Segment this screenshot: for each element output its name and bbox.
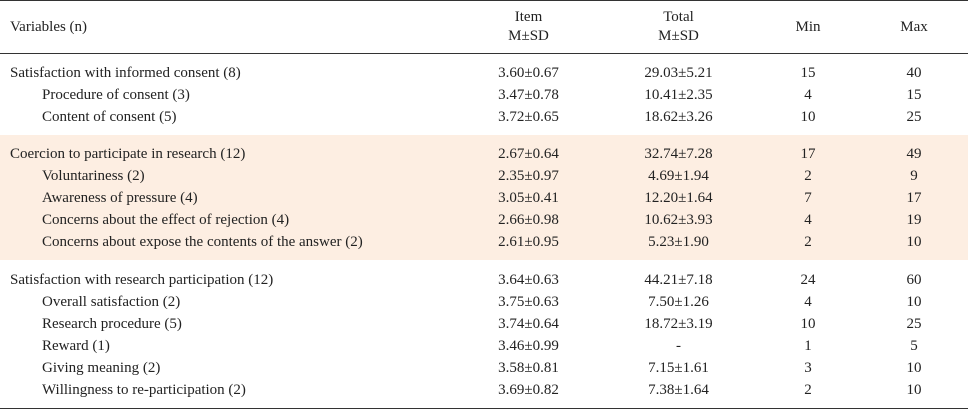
row-min: 17: [756, 135, 860, 165]
row-label: Coercion to participate in research (12): [0, 135, 456, 165]
row-max: 5: [910, 338, 918, 354]
header-min: Min: [756, 0, 860, 54]
row-item: 2.67±0.64: [456, 135, 601, 165]
row-max: 49: [860, 135, 968, 165]
row-total: 4.69±1.94: [601, 165, 756, 187]
table-row: Concerns about expose the contents of th…: [0, 231, 968, 261]
table-row: Giving meaning (2) 3.58±0.81 7.15±1.61 3…: [0, 357, 968, 379]
table-row: Willingness to re-participation (2) 3.69…: [0, 379, 968, 409]
header-total: Total M±SD: [601, 0, 756, 54]
row-total: 5.23±1.90: [601, 231, 756, 261]
header-item: Item M±SD: [456, 0, 601, 54]
row-min: 10: [800, 109, 816, 125]
row-item: 2.35±0.97: [456, 165, 601, 187]
table-row: Research procedure (5) 3.74±0.64 18.72±3…: [0, 313, 968, 335]
row-label: Willingness to re-participation (2): [0, 379, 456, 409]
row-max: 25: [906, 109, 922, 125]
row-total: 7.50±1.26: [648, 294, 709, 310]
row-item: 3.69±0.82: [456, 379, 601, 409]
row-max: 40: [906, 65, 922, 81]
row-min: 15: [800, 65, 816, 81]
row-min: 4: [804, 294, 812, 310]
table-header: Variables (n) Item M±SD Total M±SD Min M…: [0, 0, 968, 54]
row-min: 4: [804, 87, 812, 103]
row-min: 2: [756, 231, 860, 261]
header-total-stat: M±SD: [658, 28, 699, 44]
table-row: Concerns about the effect of rejection (…: [0, 209, 968, 231]
row-total: 12.20±1.64: [601, 187, 756, 209]
row-min: 4: [756, 209, 860, 231]
row-label: Satisfaction with informed consent (8): [10, 65, 241, 81]
table-row: Procedure of consent (3) 3.47±0.78 10.41…: [0, 84, 968, 106]
row-total: 7.38±1.64: [601, 379, 756, 409]
header-item-label: Item: [514, 9, 543, 25]
row-total: 7.15±1.61: [648, 360, 709, 376]
row-min: 2: [756, 379, 860, 409]
table-row: Content of consent (5) 3.72±0.65 18.62±3…: [0, 106, 968, 135]
header-variables: Variables (n): [0, 0, 456, 54]
row-min: 2: [756, 165, 860, 187]
row-max: 15: [906, 87, 922, 103]
row-min: 24: [756, 260, 860, 291]
row-label: Content of consent (5): [42, 109, 177, 125]
table-row: Coercion to participate in research (12)…: [0, 135, 968, 165]
row-total: 29.03±5.21: [644, 65, 713, 81]
row-label: Concerns about the effect of rejection (…: [0, 209, 456, 231]
row-max: 10: [860, 231, 968, 261]
row-label: Research procedure (5): [42, 316, 182, 332]
row-label: Procedure of consent (3): [42, 87, 190, 103]
row-max: 17: [860, 187, 968, 209]
row-max: 19: [860, 209, 968, 231]
row-min: 3: [804, 360, 812, 376]
row-min: 10: [800, 316, 816, 332]
row-label: Reward (1): [42, 338, 110, 354]
row-item: 3.74±0.64: [498, 316, 559, 332]
header-item-stat: M±SD: [508, 28, 549, 44]
row-label: Giving meaning (2): [42, 360, 161, 376]
group-research-participation: Satisfaction with research participation…: [0, 260, 968, 409]
table-row: Satisfaction with informed consent (8) 3…: [0, 54, 968, 85]
row-total: -: [676, 338, 681, 354]
row-min: 1: [804, 338, 812, 354]
row-max: 10: [906, 294, 922, 310]
group-coercion: Coercion to participate in research (12)…: [0, 135, 968, 261]
table-row: Overall satisfaction (2) 3.75±0.63 7.50±…: [0, 291, 968, 313]
row-min: 7: [756, 187, 860, 209]
row-max: 9: [860, 165, 968, 187]
row-max: 10: [860, 379, 968, 409]
row-max: 25: [906, 316, 922, 332]
row-total: 10.41±2.35: [644, 87, 713, 103]
row-item: 3.47±0.78: [498, 87, 559, 103]
row-label: Concerns about expose the contents of th…: [0, 231, 456, 261]
row-item: 3.72±0.65: [498, 109, 559, 125]
group-informed-consent: Satisfaction with informed consent (8) 3…: [0, 54, 968, 136]
row-total: 44.21±7.18: [601, 260, 756, 291]
row-item: 2.61±0.95: [456, 231, 601, 261]
header-total-label: Total: [663, 9, 694, 25]
row-item: 3.05±0.41: [456, 187, 601, 209]
row-total: 10.62±3.93: [601, 209, 756, 231]
row-item: 3.46±0.99: [498, 338, 559, 354]
row-item: 3.64±0.63: [456, 260, 601, 291]
row-max: 10: [906, 360, 922, 376]
row-item: 3.60±0.67: [498, 65, 559, 81]
row-label: Overall satisfaction (2): [42, 294, 181, 310]
row-label: Satisfaction with research participation…: [0, 260, 456, 291]
row-label: Awareness of pressure (4): [0, 187, 456, 209]
row-item: 3.58±0.81: [498, 360, 559, 376]
row-label: Voluntariness (2): [0, 165, 456, 187]
header-max: Max: [860, 0, 968, 54]
table-row: Satisfaction with research participation…: [0, 260, 968, 291]
row-item: 2.66±0.98: [456, 209, 601, 231]
row-item: 3.75±0.63: [498, 294, 559, 310]
row-max: 60: [860, 260, 968, 291]
table-row: Voluntariness (2) 2.35±0.97 4.69±1.94 2 …: [0, 165, 968, 187]
row-total: 18.72±3.19: [644, 316, 713, 332]
row-total: 32.74±7.28: [601, 135, 756, 165]
row-total: 18.62±3.26: [644, 109, 713, 125]
table-row: Awareness of pressure (4) 3.05±0.41 12.2…: [0, 187, 968, 209]
table-row: Reward (1) 3.46±0.99 - 1 5: [0, 335, 968, 357]
